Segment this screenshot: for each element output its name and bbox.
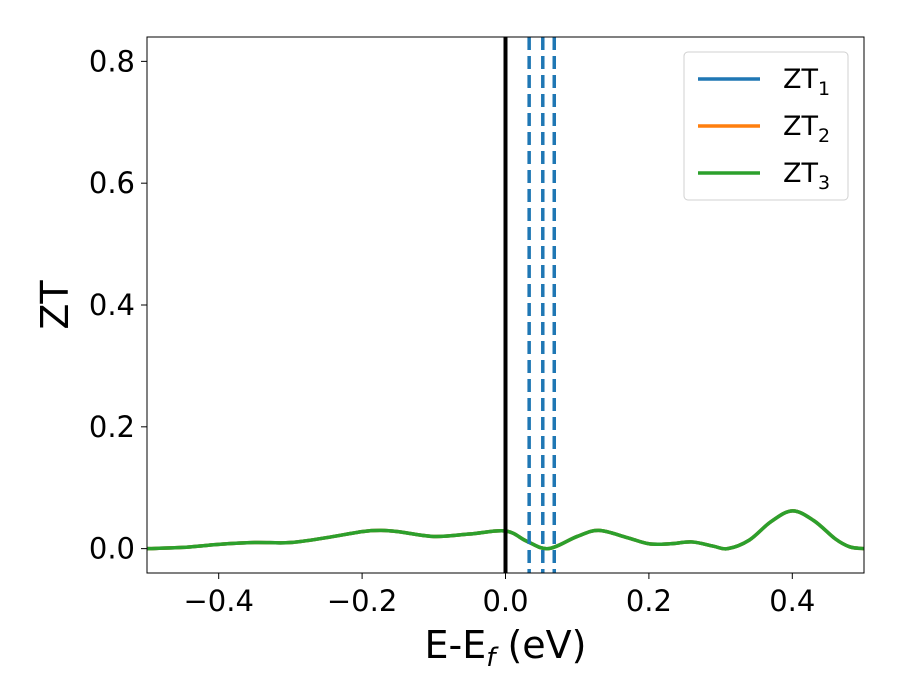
x-tick-label: −0.4 bbox=[183, 584, 253, 618]
legend-label-zt-2: ZT2 bbox=[783, 111, 830, 147]
series-line-zt-3 bbox=[147, 509, 864, 551]
y-tick-label: 0.6 bbox=[89, 166, 135, 200]
x-tick-label: 0.4 bbox=[769, 584, 815, 618]
x-axis: −0.4 −0.2 0.0 0.2 0.4 bbox=[183, 573, 815, 618]
y-axis: 0.0 0.2 0.4 0.6 0.8 bbox=[89, 44, 147, 566]
y-tick-label: 0.0 bbox=[89, 532, 135, 566]
x-tick-label: 0.2 bbox=[626, 584, 672, 618]
legend-label-zt-1: ZT1 bbox=[783, 64, 830, 100]
x-axis-title-main: E-E bbox=[425, 623, 487, 667]
y-tick-label: 0.8 bbox=[89, 44, 135, 78]
y-axis-title: ZT bbox=[33, 280, 77, 330]
legend-box bbox=[683, 51, 849, 201]
y-tick-label: 0.4 bbox=[89, 288, 135, 322]
legend-label-zt-3: ZT3 bbox=[783, 158, 830, 194]
y-tick-label: 0.2 bbox=[89, 410, 135, 444]
x-axis-title-unit: (eV) bbox=[495, 623, 586, 667]
x-tick-label: 0.0 bbox=[482, 584, 528, 618]
plot-area bbox=[147, 37, 864, 573]
x-axis-title: E-Ef (eV) bbox=[425, 623, 587, 673]
x-tick-label: −0.2 bbox=[327, 584, 397, 618]
legend: ZT1 ZT2 ZT3 bbox=[683, 51, 849, 201]
